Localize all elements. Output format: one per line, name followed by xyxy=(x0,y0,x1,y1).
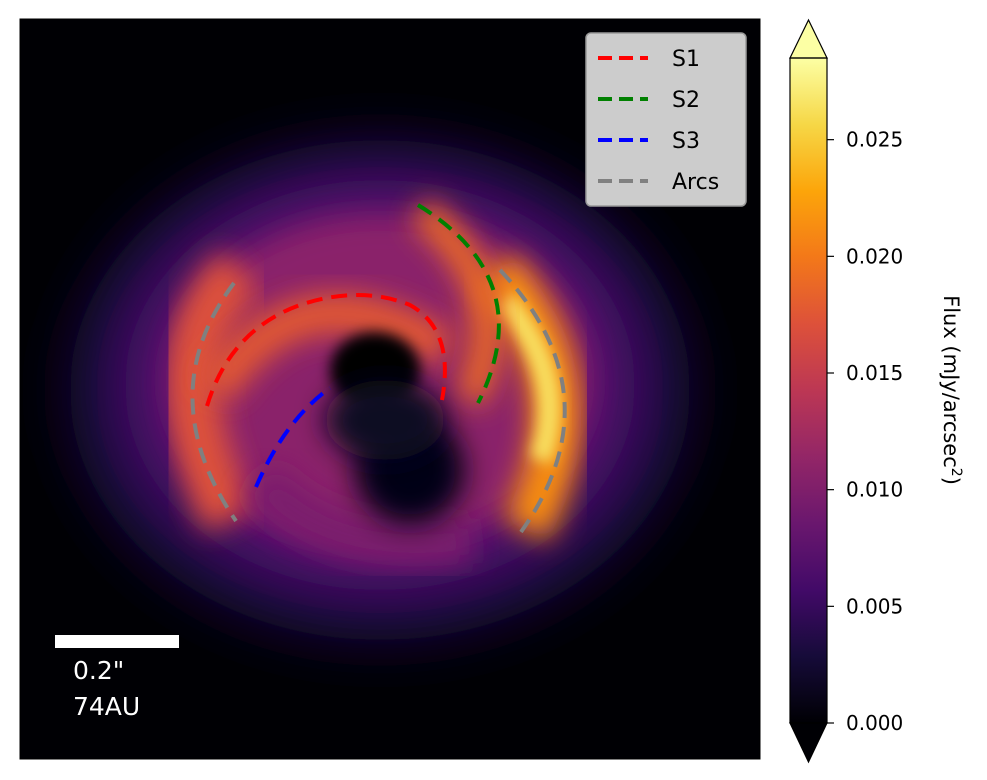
scale-bar-line xyxy=(55,635,179,648)
scale-bar-angular-label: 0.2" xyxy=(73,656,124,685)
legend-label-s1: S1 xyxy=(672,47,700,72)
colorbar-tick-label: 0.015 xyxy=(846,361,903,385)
s2-bright-ridge xyxy=(410,198,502,407)
right-bright-core xyxy=(496,293,561,464)
legend-box xyxy=(585,32,747,207)
lower-spiral xyxy=(243,464,474,567)
s2-arc xyxy=(416,203,501,404)
legend: S1 S2 S3 Arcs xyxy=(585,32,747,207)
central-cavity-mid xyxy=(325,380,445,460)
image-frame xyxy=(19,18,761,760)
legend-label-arcs: Arcs xyxy=(672,170,719,195)
colorbar-ticks: 0.000 0.005 0.010 0.015 0.020 0.025 xyxy=(827,128,903,735)
colorbar-frame xyxy=(789,57,828,724)
legend-entries: S1 S2 S3 Arcs xyxy=(598,47,719,195)
s3-arc xyxy=(254,386,332,488)
arcs-left xyxy=(190,281,238,523)
colorbar-gradient xyxy=(790,58,827,723)
disk-emission xyxy=(70,140,690,640)
colorbar: 0.000 0.005 0.010 0.015 0.020 0.025 Flux (mJy… xyxy=(789,18,964,764)
upper-ring xyxy=(198,293,456,402)
colorbar-label-superscript: 2 xyxy=(948,468,964,477)
colorbar-tick-label: 0.005 xyxy=(846,594,903,618)
colorbar-tick-label: 0.000 xyxy=(846,711,903,735)
legend-label-s3: S3 xyxy=(672,129,700,154)
colorbar-tick-label: 0.025 xyxy=(846,128,903,152)
legend-label-s2: S2 xyxy=(672,88,700,113)
scale-bar: 0.2" 74AU xyxy=(55,635,179,721)
colorbar-label: Flux (mJy/arcsec2) xyxy=(939,295,964,485)
colorbar-extend-top xyxy=(789,18,828,59)
colorbar-extend-bottom xyxy=(789,722,828,764)
feature-arcs xyxy=(190,203,567,534)
s1-arc xyxy=(205,293,447,407)
colorbar-tick-label: 0.020 xyxy=(846,244,903,268)
colorbar-tick-label: 0.010 xyxy=(846,478,903,502)
scale-bar-physical-label: 74AU xyxy=(73,692,140,721)
